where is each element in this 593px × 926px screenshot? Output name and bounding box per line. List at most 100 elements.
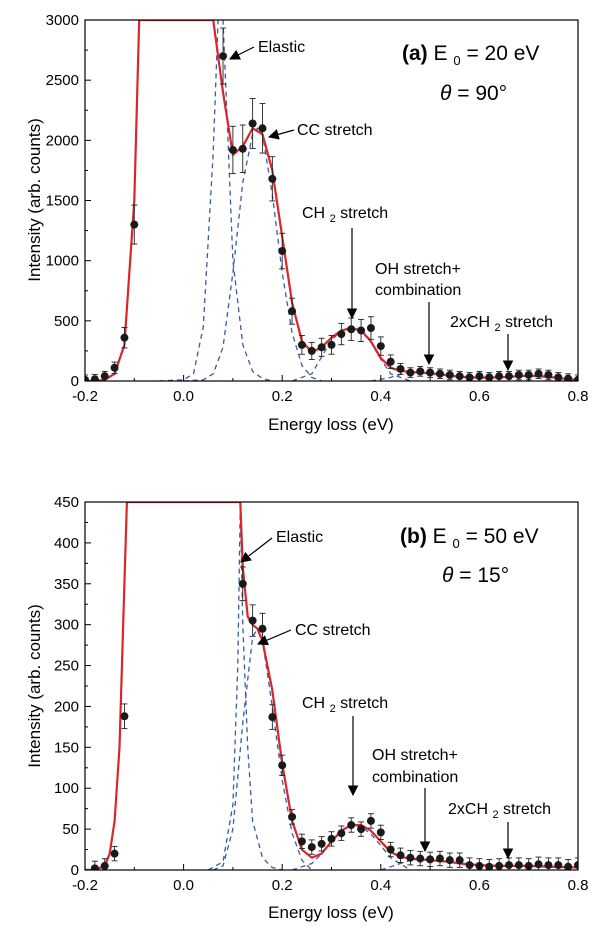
panel-a-data-point-32 xyxy=(435,369,444,378)
panel-b-energy-label: E xyxy=(433,525,447,548)
panel-b-data-point-13 xyxy=(327,834,336,843)
panel-a-annotation-2xch2: 2xCH 2 stretch xyxy=(450,314,553,335)
panel-b-2xch2-tail: stretch xyxy=(503,801,551,818)
panel-b-x-tick-label-5: 0.8 xyxy=(568,877,589,894)
panel-a-plot-area xyxy=(85,20,578,381)
panel-b-data-point-33 xyxy=(524,861,533,870)
panel-b-angle-symbol: θ xyxy=(442,564,454,587)
panel-a-data-point-27 xyxy=(386,357,395,366)
panel-a-annotation-ch2: CH 2 stretch xyxy=(302,205,388,226)
panel-a-data-point-16 xyxy=(278,247,287,256)
panel-a-data-point-0 xyxy=(85,375,89,381)
panel-b-annotation-2xch2: 2xCH 2 stretch xyxy=(448,801,551,822)
panel-a-y-tick-label-3: 1500 xyxy=(46,193,79,210)
panel-b-x-tick-label-3: 0.4 xyxy=(370,877,391,894)
panel-a-data-point-10 xyxy=(219,52,228,61)
panel-b-data-point-27 xyxy=(465,861,474,870)
panel-a-data-point-20 xyxy=(317,343,326,352)
panel-b-data-point-3 xyxy=(120,712,129,721)
panel-a-annotation-oh-line1: OH stretch+ xyxy=(375,261,461,278)
panel-a-x-tick-label-1: 0.0 xyxy=(173,388,194,405)
panel-b-x-tick-label-1: 0.0 xyxy=(173,877,194,894)
panel-b-2xch2-sub: 2 xyxy=(492,809,498,821)
panel-b-arrow-elastic xyxy=(240,537,273,563)
panel-a-ch2-tail: stretch xyxy=(340,205,388,222)
panel-a-data-point-26 xyxy=(376,342,385,351)
panel-a-data-point-35 xyxy=(465,373,474,381)
panel-b-data-point-31 xyxy=(504,861,513,870)
panel-b-data-point-16 xyxy=(357,825,366,834)
panel-b-data-point-7 xyxy=(268,713,277,722)
panel-b-data-point-2 xyxy=(110,849,119,858)
panel-a-annotation-oh-line2: combination xyxy=(375,282,461,299)
panel-b-data-point-18 xyxy=(376,828,385,837)
panel-b-data-point-35 xyxy=(544,861,553,870)
panel-b-x-tick-label-2: 0.2 xyxy=(272,877,293,894)
panel-a-energy-label: E xyxy=(434,42,448,65)
panel-b-data-point-20 xyxy=(396,851,405,860)
panel-a-data-point-41 xyxy=(524,370,533,379)
panel-a-annotation-cc: CC stretch xyxy=(297,122,373,139)
panel-a-data-point-23 xyxy=(347,325,356,334)
panel-b-data-point-17 xyxy=(366,816,375,825)
panel-a-data-point-42 xyxy=(534,369,543,378)
panel-a-data-point-15 xyxy=(268,174,277,183)
panel-b-2xch2-main: 2xCH xyxy=(448,801,488,818)
panel-b-y-tick-label-1: 50 xyxy=(62,821,79,838)
panel-b-data-point-37 xyxy=(564,862,573,870)
panel-b-x-tick-label-0: -0.2 xyxy=(72,877,98,894)
panel-a-data-point-18 xyxy=(297,340,306,349)
panel-a-data-point-17 xyxy=(288,307,297,316)
panel-b-data-point-26 xyxy=(455,856,464,865)
panel-b-data-point-11 xyxy=(307,843,316,852)
panel-a-data-point-37 xyxy=(485,373,494,381)
panel-a-data-point-19 xyxy=(307,346,316,355)
panel-a-ch2-sub: 2 xyxy=(330,213,336,225)
panel-a-data-point-25 xyxy=(366,324,375,333)
panel-b-data-point-9 xyxy=(288,812,297,821)
panel-a-data-point-4 xyxy=(120,333,129,342)
panel-a-annotation-elastic: Elastic xyxy=(258,39,305,56)
panel-a-data-point-30 xyxy=(416,367,425,376)
panel-a-x-tick-label-4: 0.6 xyxy=(469,388,490,405)
panel-a-energy-text: (a) E 0 = 20 eV xyxy=(402,42,539,70)
panel-b-data-point-15 xyxy=(347,821,356,830)
panel-a-data-point-5 xyxy=(130,220,139,229)
panel-b-data-point-29 xyxy=(485,862,494,870)
panel-a-y-tick-label-5: 2500 xyxy=(46,72,79,89)
panel-a-error-bar-0 xyxy=(85,374,88,381)
panel-b-data-point-1 xyxy=(100,861,109,870)
panel-a-data-point-43 xyxy=(544,370,553,379)
panel-b-data-point-36 xyxy=(554,861,563,870)
panel-a-data-point-38 xyxy=(495,372,504,381)
panel-b-y-label: Intensity (arb. counts) xyxy=(25,604,44,767)
panel-b-data-point-22 xyxy=(416,854,425,863)
panel-b-y-tick-label-2: 100 xyxy=(54,780,79,797)
panel-a-data-point-24 xyxy=(357,326,366,335)
panel-b-ch2-tail: stretch xyxy=(340,695,388,712)
panel-b-data-point-38 xyxy=(574,861,578,870)
panel-a-2xch2-main: 2xCH xyxy=(450,314,490,331)
panel-b-energy-text: (b) E 0 = 50 eV xyxy=(400,525,539,553)
panel-b-x-tick-label-4: 0.6 xyxy=(469,877,490,894)
panel-b-data-point-6 xyxy=(258,624,267,633)
panel-b: -0.2 0.0 0.2 0.4 0.6 0.8 0 50 100 150 200 250 300 350… xyxy=(25,494,588,922)
panel-a-panel-label: (a) xyxy=(402,42,428,65)
panel-b-arrow-cc xyxy=(257,629,292,646)
panel-b-component-curve-2 xyxy=(212,627,313,870)
panel-b-annotation-elastic: Elastic xyxy=(276,529,323,546)
panel-a-angle-text: θ = 90° xyxy=(440,82,507,105)
panel-a-y-tick-label-6: 3000 xyxy=(46,12,79,29)
panel-a-data-point-14 xyxy=(258,124,267,133)
panel-b-data-point-21 xyxy=(406,853,415,862)
panel-b-annotation-oh-line2: combination xyxy=(372,769,458,786)
panel-a-component-curve-1 xyxy=(158,20,273,381)
panel-a-component-curve-2 xyxy=(183,127,322,381)
panel-a-data-point-39 xyxy=(504,372,513,381)
panel-b-fit-curve xyxy=(85,502,578,870)
panel-b-y-tick-label-8: 400 xyxy=(54,535,79,552)
panel-b-plot-area xyxy=(85,502,578,870)
panel-a-arrow-elastic xyxy=(229,46,255,60)
panel-a-x-tick-label-2: 0.2 xyxy=(272,388,293,405)
